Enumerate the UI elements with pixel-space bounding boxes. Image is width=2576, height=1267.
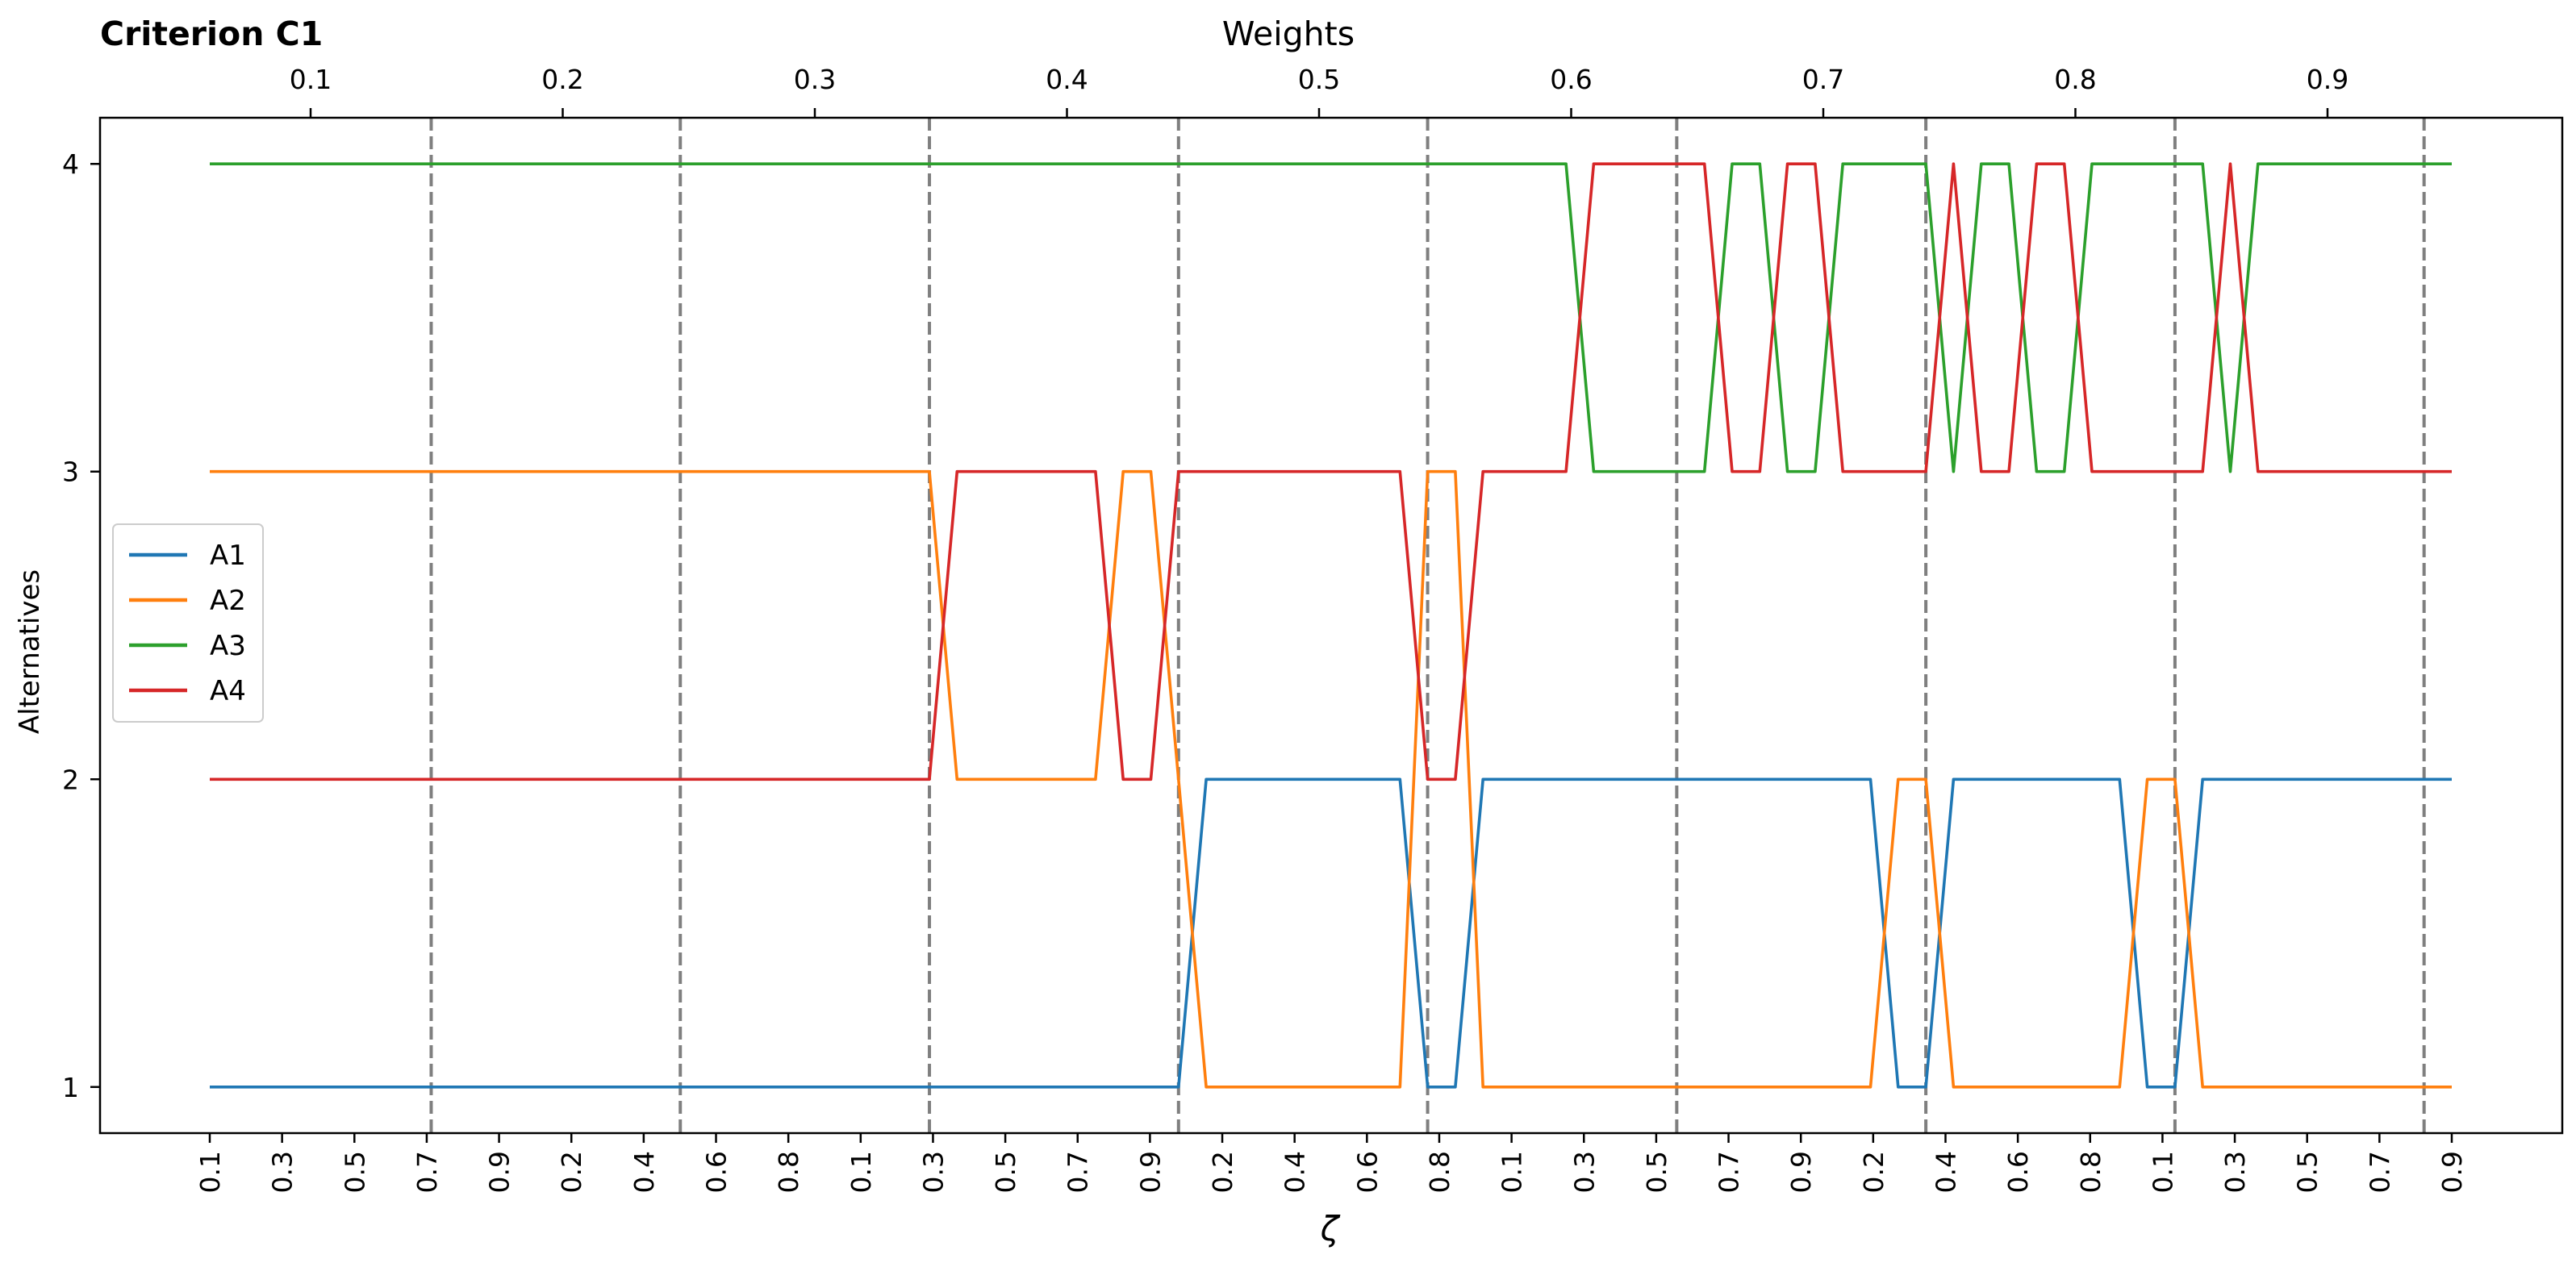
x-tick-label-11: 0.3 <box>918 1151 950 1193</box>
series-lines <box>210 162 2452 1089</box>
x-tick-label-24: 0.2 <box>1858 1151 1889 1193</box>
x-tick-label-8: 0.6 <box>701 1151 733 1193</box>
x-tick-label-22: 0.7 <box>1714 1151 1745 1193</box>
x-tick-label-13: 0.7 <box>1063 1151 1094 1193</box>
top-tick-label-0.3: 0.3 <box>794 64 836 95</box>
x-tick-label-27: 0.8 <box>2075 1151 2106 1193</box>
x-tick-label-2: 0.3 <box>267 1151 299 1193</box>
x-tick-label-9: 0.8 <box>773 1151 804 1193</box>
x-tick-label-10: 0.1 <box>845 1151 877 1193</box>
x-tick-label-17: 0.6 <box>1351 1151 1383 1193</box>
x-tick-label-7: 0.4 <box>628 1151 660 1193</box>
y-tick-label-4: 4 <box>62 148 79 180</box>
y-axis-ticks: 1 2 3 4 <box>62 148 100 1103</box>
legend-label-a1: A1 <box>210 540 246 572</box>
y-tick-label-3: 3 <box>62 456 79 488</box>
divider-lines <box>429 118 2426 1133</box>
top-tick-label-0.6: 0.6 <box>1550 64 1592 95</box>
top-tick-label-0.9: 0.9 <box>2307 64 2348 95</box>
x-tick-label-29: 0.3 <box>2219 1151 2251 1193</box>
x-tick-label-23: 0.9 <box>1785 1151 1817 1193</box>
x-tick-label-18: 0.8 <box>1424 1151 1455 1193</box>
x-tick-label-20: 0.3 <box>1568 1151 1600 1193</box>
x-tick-label-4: 0.7 <box>411 1151 443 1193</box>
top-axis-ticks: 0.1 0.2 0.3 0.4 0.5 0.6 0.7 0.8 0.9 <box>290 64 2348 118</box>
legend-box <box>112 523 264 723</box>
x-tick-label-3: 0.5 <box>339 1151 370 1193</box>
legend-label-a3: A3 <box>210 630 246 662</box>
x-tick-label-5: 0.9 <box>484 1151 516 1193</box>
x-tick-label-25: 0.4 <box>1931 1151 1962 1193</box>
top-tick-label-0.2: 0.2 <box>541 64 583 95</box>
top-tick-label-0.4: 0.4 <box>1046 64 1088 95</box>
x-tick-label-32: 0.9 <box>2436 1151 2468 1193</box>
x-tick-label-30: 0.5 <box>2292 1151 2323 1193</box>
x-axis-ticks: 0.1 0.3 0.5 0.7 0.9 0.2 0.4 0.6 0.8 0.1 0.3 0.5 0.7 0… <box>194 1133 2468 1193</box>
legend: A1 A2 A3 A4 <box>112 523 264 723</box>
x-tick-label-26: 0.6 <box>2002 1151 2034 1193</box>
y-axis-label: Alternatives <box>14 569 46 734</box>
top-tick-label-0.1: 0.1 <box>290 64 332 95</box>
top-tick-label-0.8: 0.8 <box>2054 64 2096 95</box>
x-tick-label-12: 0.5 <box>990 1151 1021 1193</box>
chart-title: Criterion C1 <box>100 15 323 53</box>
x-tick-label-15: 0.2 <box>1207 1151 1238 1193</box>
series-line-a4 <box>210 162 2452 781</box>
x-tick-label-14: 0.9 <box>1134 1151 1166 1193</box>
legend-label-a4: A4 <box>210 675 246 707</box>
x-tick-label-21: 0.5 <box>1641 1151 1672 1193</box>
x-axis-label: ζ <box>1320 1209 1341 1248</box>
x-tick-label-31: 0.7 <box>2364 1151 2395 1193</box>
top-tick-label-0.7: 0.7 <box>1802 64 1844 95</box>
top-tick-label-0.5: 0.5 <box>1298 64 1340 95</box>
series-line-a2 <box>210 469 2452 1089</box>
y-tick-label-2: 2 <box>62 764 79 795</box>
plot-frame <box>98 116 2564 1135</box>
x-tick-label-19: 0.1 <box>1497 1151 1528 1193</box>
x-tick-label-1: 0.1 <box>194 1151 226 1193</box>
x-tick-label-6: 0.2 <box>556 1151 587 1193</box>
x-tick-label-28: 0.1 <box>2147 1151 2178 1193</box>
top-axis-label: Weights <box>1222 15 1355 53</box>
x-tick-label-16: 0.4 <box>1280 1151 1311 1193</box>
y-tick-label-1: 1 <box>62 1072 79 1103</box>
legend-label-a2: A2 <box>210 585 246 617</box>
